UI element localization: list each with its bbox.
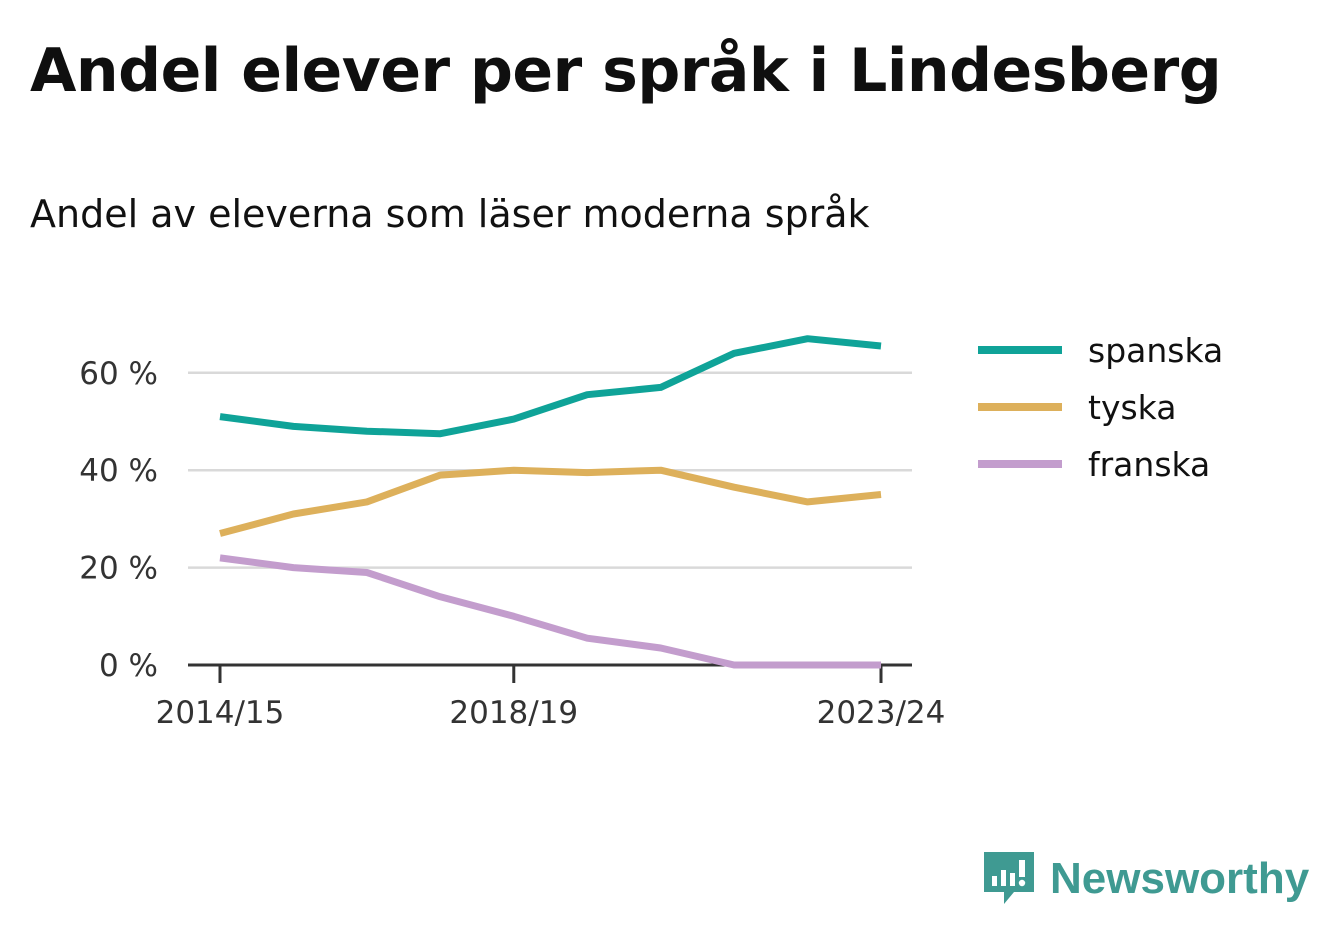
series-lines	[219, 335, 882, 669]
newsworthy-brand[interactable]: Newsworthy	[980, 848, 1309, 910]
brand-name: Newsworthy	[1050, 854, 1310, 903]
x-axis: 2014/15 2018/19 2023/24	[156, 663, 946, 731]
y-tick-label: 40 %	[79, 453, 158, 489]
y-axis: 0 % 20 % 40 % 60 %	[79, 356, 158, 684]
newsworthy-logo-icon	[984, 852, 1034, 904]
chart-subtitle: Andel av eleverna som läser moderna språ…	[30, 192, 870, 236]
legend: spanska tyska franska	[978, 331, 1223, 484]
legend-label-spanska: spanska	[1088, 331, 1223, 370]
series-line-tyska	[219, 466, 882, 537]
chart-title: Andel elever per språk i Lindesberg	[30, 36, 1222, 106]
y-tick-label: 20 %	[79, 551, 158, 587]
x-tick-label: 2018/19	[449, 695, 578, 731]
x-tick-label: 2014/15	[156, 695, 285, 731]
y-tick-label: 60 %	[79, 356, 158, 392]
series-line-spanska	[219, 335, 882, 438]
legend-label-tyska: tyska	[1088, 388, 1176, 427]
series-line-franska	[219, 554, 881, 669]
x-tick-label: 2023/24	[817, 695, 946, 731]
y-tick-label: 0 %	[99, 648, 158, 684]
legend-label-franska: franska	[1088, 445, 1210, 484]
